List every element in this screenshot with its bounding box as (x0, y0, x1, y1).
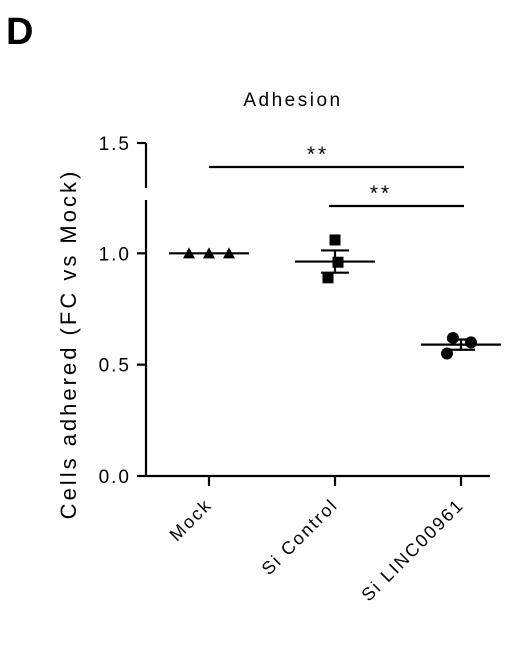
data-point-circle (447, 331, 459, 344)
y-tick-label: 1.5 (99, 134, 131, 155)
data-point-square (329, 234, 341, 246)
data-point-triangle (223, 247, 235, 259)
data-marks: ** ** (169, 143, 501, 360)
data-point-square (332, 256, 344, 268)
significance-label: ** (307, 143, 329, 166)
significance-label: ** (370, 182, 392, 205)
y-tick-label: 0.0 (99, 467, 131, 488)
x-tick-label: Si Control (258, 495, 342, 579)
x-tick-label: Mock (166, 495, 216, 545)
data-point-triangle (203, 247, 215, 259)
chart-title: Adhesion (243, 90, 342, 111)
axes: 0.0 0.5 1.0 1.5 Mock Si Control Si LINC00961 (99, 134, 490, 605)
x-tick-label: Si LINC00961 (357, 495, 467, 605)
y-tick-label: 0.5 (99, 356, 131, 377)
data-point-triangle (183, 247, 195, 259)
data-point-circle (441, 347, 453, 360)
data-point-circle (465, 336, 477, 349)
panel-label: D (6, 11, 33, 53)
y-axis-label: Cells adhered (FC vs Mock) (56, 169, 81, 520)
data-point-square (322, 272, 334, 284)
y-tick-label: 1.0 (99, 244, 131, 265)
